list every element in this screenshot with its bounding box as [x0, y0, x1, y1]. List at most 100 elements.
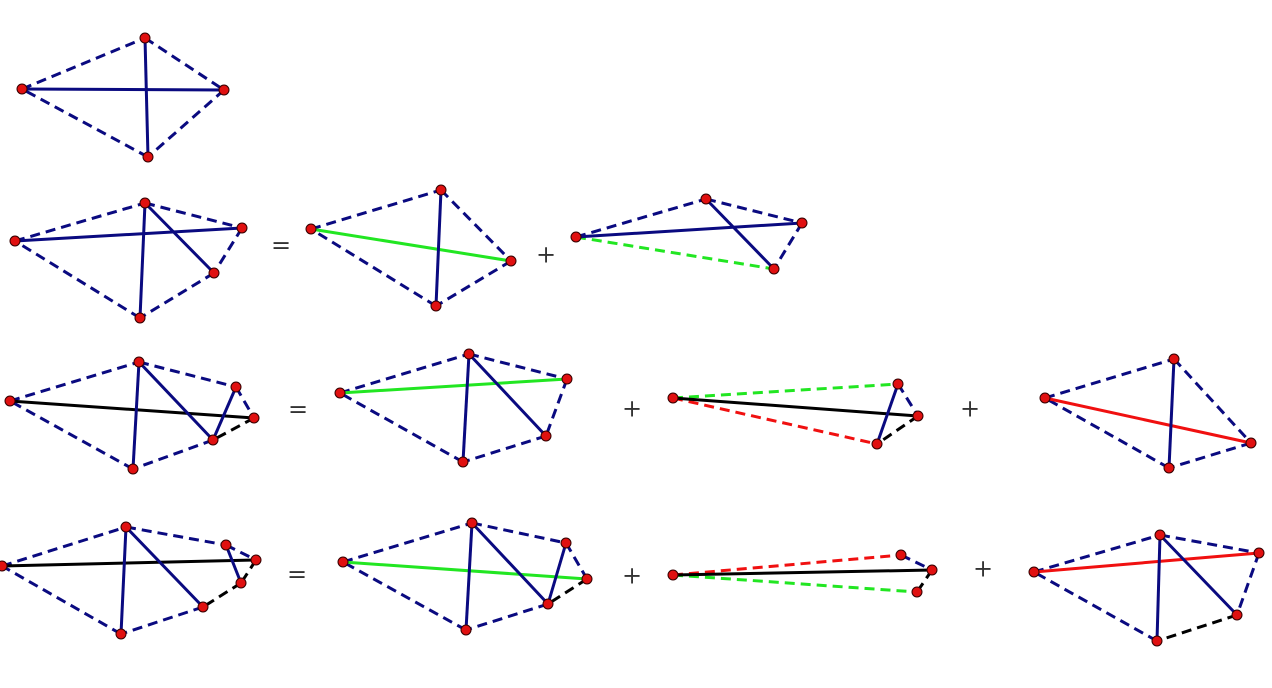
edge	[672, 396, 878, 446]
edge	[138, 360, 237, 389]
edge	[672, 553, 902, 577]
vertex	[0, 560, 8, 572]
vertex	[435, 184, 447, 196]
edge	[439, 188, 513, 263]
vertex	[561, 373, 573, 385]
vertex	[540, 430, 552, 442]
vertex	[120, 521, 132, 533]
edge	[575, 221, 803, 239]
edge	[125, 525, 227, 547]
edge	[461, 353, 471, 463]
edge	[1033, 533, 1161, 574]
edge	[672, 382, 899, 400]
vertex	[9, 235, 21, 247]
vertex	[305, 223, 317, 235]
edge	[14, 239, 141, 320]
vertex	[430, 300, 442, 312]
edge	[342, 560, 588, 581]
vertex	[334, 387, 346, 399]
edge	[138, 202, 147, 319]
vertex	[457, 456, 469, 468]
edge	[546, 542, 568, 605]
edge	[1156, 613, 1238, 643]
edge	[339, 377, 568, 395]
operator: +	[622, 562, 642, 590]
edge	[468, 352, 568, 381]
vertex	[667, 569, 679, 581]
vertex	[926, 564, 938, 576]
edges	[1, 36, 1261, 643]
vertex	[133, 356, 145, 368]
edge	[575, 197, 707, 239]
vertex	[460, 624, 472, 636]
edge	[1, 558, 257, 568]
edge	[1033, 570, 1158, 643]
vertex	[4, 395, 16, 407]
vertex	[230, 381, 242, 393]
vertex	[892, 378, 904, 390]
edge	[471, 521, 567, 545]
operator: +	[960, 395, 980, 423]
vertex	[463, 348, 475, 360]
edge	[310, 188, 442, 231]
edge	[14, 201, 146, 243]
vertex	[207, 434, 219, 446]
edge	[21, 87, 225, 92]
edge	[139, 271, 215, 320]
edge	[896, 383, 920, 417]
vertex	[1028, 566, 1040, 578]
edge	[434, 189, 443, 307]
edge	[212, 227, 244, 274]
edge	[144, 201, 243, 230]
edge	[1044, 357, 1175, 400]
edge	[1158, 533, 1239, 617]
edge	[143, 37, 150, 158]
edge	[1168, 441, 1252, 470]
vertex	[912, 410, 924, 422]
vertex	[1231, 609, 1243, 621]
vertex	[796, 217, 808, 229]
edge	[544, 378, 569, 437]
edge	[339, 391, 464, 464]
nodes	[0, 32, 1265, 647]
vertex	[218, 84, 230, 96]
edge	[704, 197, 776, 271]
edge	[143, 201, 216, 275]
edge	[202, 581, 242, 609]
edge	[144, 36, 225, 92]
vertex	[1154, 529, 1166, 541]
edge	[9, 399, 134, 471]
operator: +	[536, 241, 556, 269]
vertex	[570, 231, 582, 243]
edge	[1155, 534, 1162, 642]
edge	[147, 88, 225, 159]
edge	[470, 521, 550, 606]
vertex	[1245, 437, 1257, 449]
edge	[672, 568, 933, 577]
edge	[342, 560, 467, 632]
edge	[547, 577, 588, 606]
edge	[1235, 552, 1261, 616]
vertex	[560, 537, 572, 549]
vertex	[235, 577, 247, 589]
vertex	[248, 412, 260, 424]
vertex	[142, 151, 154, 163]
edge	[672, 396, 919, 418]
edge	[124, 525, 205, 609]
operator: +	[622, 395, 642, 423]
vertex	[1039, 392, 1051, 404]
edge	[1172, 357, 1253, 445]
vertex	[667, 392, 679, 404]
edge	[1044, 396, 1170, 470]
edge	[310, 227, 512, 263]
edge	[9, 360, 140, 403]
edge	[224, 544, 243, 584]
edge	[1159, 533, 1260, 555]
edge	[564, 542, 589, 580]
vertex	[1151, 635, 1163, 647]
edge	[342, 521, 473, 564]
vertex	[134, 312, 146, 324]
vertex	[1168, 353, 1180, 365]
edge	[575, 235, 775, 271]
edge	[119, 526, 128, 635]
